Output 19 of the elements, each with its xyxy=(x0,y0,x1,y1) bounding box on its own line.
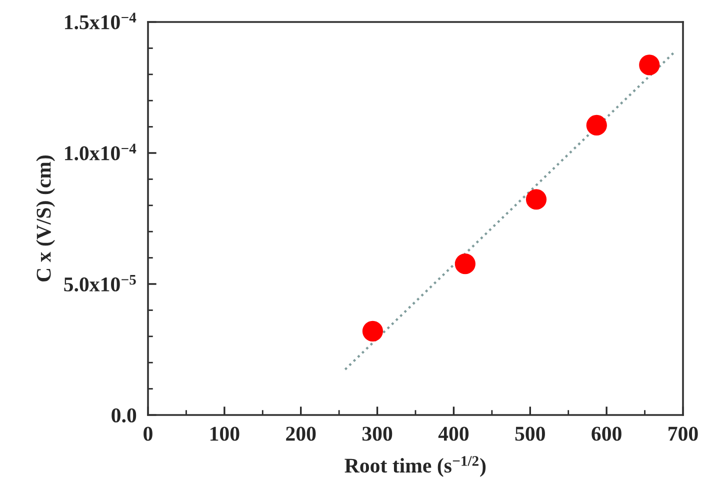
point xyxy=(362,320,383,342)
y-axis-title: C x (V/S) (cm) xyxy=(36,155,56,282)
x-tick-label: 700 xyxy=(668,426,698,441)
point xyxy=(526,189,547,210)
point xyxy=(586,114,607,136)
x-tick-label: 600 xyxy=(592,426,622,441)
x-tick-label: 500 xyxy=(515,426,545,441)
point xyxy=(454,254,476,274)
x-tick-label: 100 xyxy=(210,426,240,441)
y-tick-label: 1.5x10$^{−4}$ xyxy=(65,12,136,30)
x-tick-label: 400 xyxy=(438,426,469,441)
y-tick-label: 0.0 xyxy=(112,408,136,423)
x-axis-title: Root time (s$^{−1/2}$) xyxy=(344,456,486,477)
x-tick-label: 200 xyxy=(286,426,316,441)
y-tick-label: 5.0x10$^{−5}$ xyxy=(64,274,136,292)
x-tick-label: 0 xyxy=(144,426,152,441)
x-tick-label: 300 xyxy=(362,426,392,441)
point xyxy=(639,54,660,76)
y-tick-label: 1.0x10$^{−4}$ xyxy=(65,144,136,160)
